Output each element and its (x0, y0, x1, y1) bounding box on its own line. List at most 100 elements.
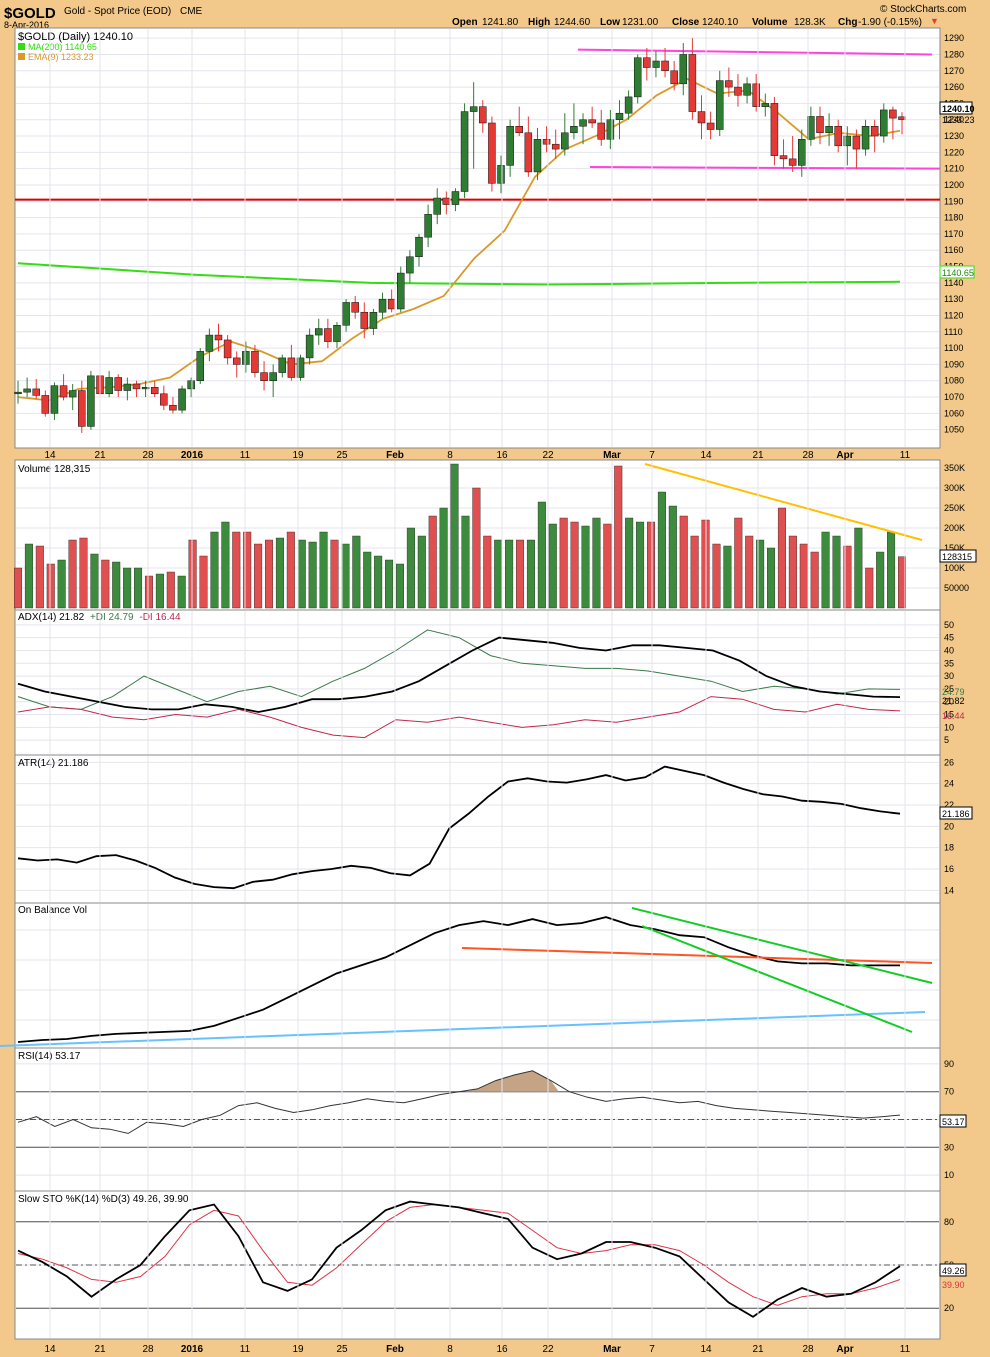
candle (351, 302, 359, 313)
x-tick-label: 16 (496, 1344, 508, 1355)
volume-bar (395, 563, 404, 609)
x-tick-label: 7 (649, 450, 655, 461)
volume-bar (625, 517, 634, 609)
x-tick-label: 25 (336, 1344, 348, 1355)
candle (497, 165, 505, 184)
sto-k-tag (939, 1263, 967, 1277)
volume-bar (166, 571, 175, 609)
x-tick-label: 28 (802, 1344, 814, 1355)
candle (78, 390, 86, 427)
y-tick-label: 1100 (944, 343, 963, 353)
candle (369, 311, 378, 329)
adx-panel-bg (14, 609, 941, 756)
volume-bar (68, 539, 77, 609)
candle (688, 54, 697, 112)
volume-bar (668, 505, 677, 609)
y-tick-label: 100K (944, 563, 965, 573)
volume-bar (603, 523, 612, 609)
candle (469, 106, 478, 112)
chg-value: -1.90 (-0.15%) (858, 17, 922, 28)
volume-bar (472, 487, 481, 609)
volume-bar (679, 515, 688, 609)
volume-bar (505, 539, 514, 609)
y-tick-label: 70 (944, 1087, 954, 1097)
volume-bar (254, 543, 263, 609)
candle (132, 383, 141, 390)
candle (725, 80, 733, 88)
x-tick-label: 8 (447, 1344, 453, 1355)
candle (305, 334, 314, 359)
y-tick-label: 1090 (944, 359, 964, 369)
adx-legend-plus: +DI 24.79 (90, 612, 134, 623)
x-tick-label: 11 (900, 1344, 911, 1355)
candle (551, 143, 560, 150)
y-tick-label: 14 (944, 885, 954, 895)
volume-bar (592, 517, 601, 609)
y-tick-label: 1130 (944, 294, 963, 304)
volume-bar (745, 535, 754, 609)
volume-bar (243, 531, 252, 609)
bottom-x-axis: 14 21 28 2016 11 19 25 Feb 8 16 22 Mar 7 14 21 28 Apr 11 (44, 1344, 910, 1355)
adx-tag: 21.82 (942, 696, 965, 706)
rsi-tag (939, 1114, 967, 1128)
y-tick-label: 150K (944, 543, 965, 553)
candle (706, 122, 715, 130)
volume-bar (657, 491, 666, 609)
rsi-panel: 9070503010 RSI(14) 53.17 53.17 (14, 1047, 967, 1192)
volume-bar (734, 517, 743, 609)
y-tick-label: 10 (944, 722, 954, 732)
open-value: 1241.80 (482, 17, 519, 28)
candle (661, 60, 669, 72)
candle (141, 387, 150, 390)
volume-bar (308, 541, 317, 609)
volume-bar (155, 573, 164, 609)
x-tick-label: 19 (292, 1344, 304, 1355)
volume-label: Volume (752, 17, 788, 28)
y-tick-label: 20 (944, 697, 954, 707)
volume-bar (799, 543, 808, 609)
y-tick-label: 35 (944, 658, 954, 668)
candle (479, 106, 487, 124)
y-tick-label: 40 (944, 645, 954, 655)
volume-bar (417, 535, 426, 609)
sto-k-tag-text: 49.26 (942, 1266, 965, 1276)
ma200-line (17, 262, 901, 286)
candle (597, 122, 606, 140)
candle (50, 385, 59, 414)
candle (205, 334, 214, 352)
volume-bar (221, 521, 230, 609)
volume-bar (319, 531, 328, 609)
y-tick-label: 1080 (944, 376, 964, 386)
candle (296, 357, 305, 378)
volume-bar (385, 559, 394, 609)
rsi-overbought-fill (465, 1070, 559, 1092)
high-value: 1244.60 (554, 17, 591, 28)
x-tick-label: 22 (542, 1344, 554, 1355)
candle (533, 139, 542, 173)
volume-bar (810, 551, 819, 609)
candle (779, 155, 788, 160)
y-tick-label: 50000 (944, 583, 969, 593)
volume-bar (537, 501, 546, 609)
candle (433, 197, 441, 215)
y-tick-label: 1120 (944, 310, 963, 320)
volume-bar (57, 559, 66, 609)
candle (397, 272, 405, 310)
ma-tag (939, 265, 975, 279)
candle (460, 111, 469, 192)
sto-legend: Slow STO %K(14) %D(3) 49.26, 39.90 (18, 1194, 189, 1205)
candle (697, 111, 706, 124)
volume-bar (461, 515, 470, 609)
volume-bar (112, 561, 121, 609)
y-tick-label: 20 (944, 1303, 954, 1313)
volume-value: 128.3K (794, 17, 826, 28)
x-tick-label: 11 (240, 1344, 251, 1355)
minus-di-tag: 16.44 (942, 711, 965, 721)
candle (816, 116, 824, 134)
volume-bar (363, 551, 372, 609)
ma-swatch (18, 43, 25, 50)
y-tick-label: 1070 (944, 392, 964, 402)
candle (242, 351, 250, 365)
volume-bar (35, 545, 44, 609)
x-tick-label: Apr (836, 450, 853, 461)
